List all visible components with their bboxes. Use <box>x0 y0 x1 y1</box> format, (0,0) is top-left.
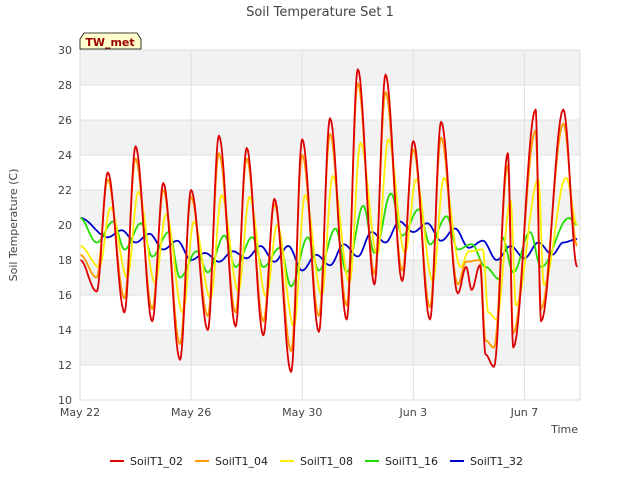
x-axis-label: Time <box>550 423 578 436</box>
legend-label-SoilT1_02: SoilT1_02 <box>130 455 183 468</box>
series-layer <box>79 68 579 373</box>
site-label-shape <box>79 32 142 50</box>
plot-band <box>80 330 580 365</box>
y-tick-label: 16 <box>58 289 72 302</box>
x-tick-label: Jun 7 <box>510 406 539 419</box>
x-tick-label: Jun 3 <box>398 406 427 419</box>
legend-label-SoilT1_04: SoilT1_04 <box>215 455 268 468</box>
x-axis-ticks: May 22 May 26 May 30 Jun 3 Jun 7 <box>60 406 538 419</box>
y-tick-label: 24 <box>58 149 72 162</box>
plot-frame <box>79 49 581 401</box>
y-axis-ticks: 10 12 14 16 18 20 22 24 26 28 30 <box>58 44 72 407</box>
y-tick-label: 10 <box>58 394 72 407</box>
y-tick-label: 22 <box>58 184 72 197</box>
legend-label-SoilT1_08: SoilT1_08 <box>300 455 353 468</box>
y-axis-label: Soil Temperature (C) <box>7 169 20 282</box>
y-tick-label: 30 <box>58 44 72 57</box>
x-tick-label: May 30 <box>282 406 322 419</box>
legend: SoilT1_02 SoilT1_04 SoilT1_08 SoilT1_16 Soil… <box>110 455 523 468</box>
series-line-SoilT1_32 <box>79 217 578 272</box>
y-tick-label: 28 <box>58 79 72 92</box>
plot-band <box>80 365 580 400</box>
y-tick-label: 14 <box>58 324 72 337</box>
y-tick-label: 26 <box>58 114 72 127</box>
site-label-text: TW_met <box>85 36 134 49</box>
legend-label-SoilT1_16: SoilT1_16 <box>385 455 438 468</box>
y-tick-label: 18 <box>58 254 72 267</box>
x-tick-label: May 22 <box>60 406 100 419</box>
series-line-SoilT1_02 <box>79 68 579 373</box>
site-label-box: TW_met <box>79 32 142 50</box>
plot-band <box>80 85 580 120</box>
chart-title: Soil Temperature Set 1 <box>246 5 394 20</box>
plot-band <box>80 50 580 85</box>
plot-band <box>80 120 580 155</box>
y-tick-label: 20 <box>58 219 72 232</box>
y-tick-label: 12 <box>58 359 72 372</box>
x-tick-label: May 26 <box>171 406 211 419</box>
legend-label-SoilT1_32: SoilT1_32 <box>470 455 523 468</box>
